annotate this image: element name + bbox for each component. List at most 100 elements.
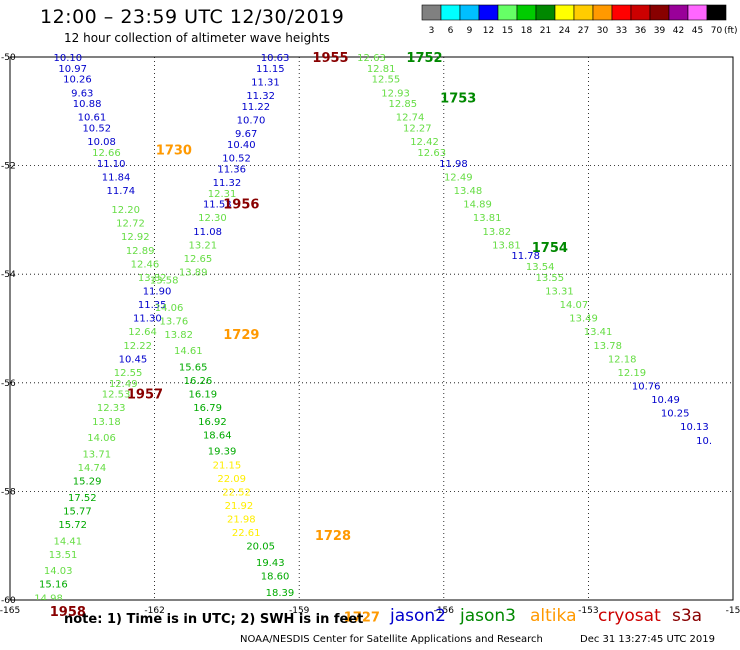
longitude-tick-label: -156 [434,606,455,616]
swh-value: 11.31 [251,77,280,88]
page-subtitle: 12 hour collection of altimeter wave hei… [64,31,330,45]
swh-value: 13.81 [492,240,521,251]
pass-time-label: 1956 [223,198,259,213]
pass-time-label: 1730 [156,143,192,158]
swh-value: 13.82 [138,273,167,284]
longitude-tick-label: -165 [0,606,20,616]
swh-value: 12.19 [617,368,646,379]
swh-value: 10.76 [632,382,661,393]
swh-value: 10.49 [651,395,680,406]
swh-value: 11.22 [241,102,270,113]
swh-value: 15.72 [58,520,87,531]
credit-line: NOAA/NESDIS Center for Satellite Applica… [240,634,543,645]
colorbar-label: 6 [448,26,454,36]
swh-value: 12.81 [367,64,396,75]
swh-value: 14.41 [54,536,83,547]
swh-value: 10.13 [680,422,709,433]
pass-time-label: 1958 [50,605,86,620]
swh-value: 13.71 [82,449,111,460]
latitude-tick-label: -58 [1,487,16,497]
swh-value: 15.29 [73,477,102,488]
swh-value: 12.27 [403,124,432,135]
swh-value: 10.26 [63,75,92,86]
pass-time-label: 1753 [440,92,476,107]
pass-time-label: 1955 [312,51,348,66]
swh-value: 16.26 [184,376,213,387]
swh-value: 13.41 [584,327,613,338]
swh-value: 11.74 [107,186,136,197]
legend-item-altika: altika [530,606,577,626]
swh-value: 21.15 [213,460,242,471]
longitude-tick-label: -159 [289,606,310,616]
swh-value: 12.55 [372,75,401,86]
colorbar-label: 18 [521,26,533,36]
swh-value: 12.65 [184,254,213,265]
legend-item-jason2: jason2 [390,606,446,626]
swh-value: 13.51 [49,550,78,561]
swh-value: 14.74 [78,463,107,474]
colorbar-label: 3 [429,26,435,36]
swh-value: 22.52 [222,487,251,498]
swh-value: 12.46 [131,259,160,270]
altimeter-tracks: 10.1010.9710.269.6310.8810.6110.5210.081… [34,53,712,600]
colorbar-unit: (ft) [724,26,738,36]
colorbar-label: 15 [502,26,513,36]
longitude-tick-label: -153 [578,606,598,616]
colorbar-label: 45 [692,26,703,36]
swh-value: 10.52 [82,124,111,135]
swh-value: 12.31 [208,189,237,200]
swh-value: 21.92 [225,501,254,512]
swh-value: 11.36 [217,164,246,175]
swh-value: 17.52 [68,493,97,504]
swh-value: 19.39 [208,447,237,458]
swh-value: 10.70 [237,115,266,126]
swh-value: 12.92 [121,232,150,243]
colorbar-label: 24 [559,26,571,36]
colorbar-label: 12 [483,26,494,36]
swh-value: 11.90 [143,286,172,297]
swh-value: 11.35 [138,300,167,311]
colorbar-label: 70 [711,26,723,36]
swh-value: 12.55 [114,368,143,379]
swh-value: 10.61 [78,113,107,124]
longitude-tick-label: -162 [144,606,164,616]
swh-value: 13.21 [188,240,217,251]
generated-timestamp: Dec 31 13:27:45 UTC 2019 [580,634,715,645]
legend-item-s3a: s3a [672,606,703,626]
swh-value: 13.48 [454,186,483,197]
swh-value: 12.93 [381,88,410,99]
swh-value: 12.85 [389,99,418,110]
swh-value: 18.64 [203,430,232,441]
legend-item-cryosat: cryosat [598,606,661,626]
swh-value: 12.74 [396,113,425,124]
page-title: 12:00 – 23:59 UTC 12/30/2019 [40,6,345,28]
swh-value: 22.09 [217,474,246,485]
swh-value: 15.65 [179,363,208,374]
swh-value: 13.55 [536,273,565,284]
swh-value: 22.61 [232,528,261,539]
colorbar-label: 27 [578,26,589,36]
swh-value: 15.77 [63,506,92,517]
swh-value: 10.97 [58,64,87,75]
footnote: note: 1) Time is in UTC; 2) SWH is in fe… [64,612,364,627]
swh-value: 12.33 [97,403,126,414]
swh-value: 18.60 [261,572,290,583]
swh-value: 13.76 [160,316,189,327]
swh-value: 14.61 [174,346,203,357]
colorbar-label: 39 [654,26,666,36]
colorbar-label: 21 [540,26,551,36]
pass-time-label: 1728 [315,529,351,544]
colorbar: 3 6 9 12 15 18 21 24 27 30 33 36 39 42 45 70 (ft) [421,4,738,36]
swh-value: 13.82 [164,330,193,341]
swh-value: 10.25 [661,409,690,420]
latitude-tick-label: -52 [1,162,16,172]
swh-value: 13.82 [482,227,511,238]
swh-value: 13.78 [593,341,622,352]
swh-value: 12.49 [444,172,473,183]
swh-value: 11.15 [256,64,285,75]
swh-value: 12.72 [116,219,145,230]
colorbar-label: 36 [635,26,647,36]
swh-value: 11.53 [203,200,232,211]
swh-value: 11.32 [213,178,242,189]
swh-value: 14.07 [560,300,589,311]
